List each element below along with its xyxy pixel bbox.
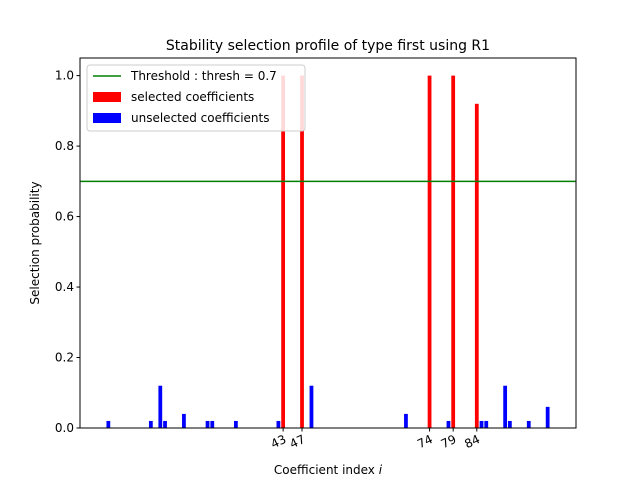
- bar-selected-79: [451, 75, 456, 428]
- bar-unselected-17: [158, 385, 163, 428]
- legend-label-selected: selected coefficients: [131, 90, 254, 104]
- legend-swatch-unselected: [93, 113, 121, 123]
- x-axis-label-text: Coefficient index: [274, 463, 375, 477]
- plot-frame: [79, 57, 577, 429]
- y-tick-label: 0.0: [55, 421, 74, 435]
- bar-unselected-28: [210, 420, 215, 428]
- chart-title: Stability selection profile of type firs…: [166, 38, 490, 54]
- bar-selected-84: [474, 103, 479, 429]
- legend: Threshold : thresh = 0.7 selected coeffic…: [86, 64, 306, 132]
- bar-unselected-42: [276, 420, 281, 428]
- legend-box: [86, 64, 306, 132]
- bar-unselected-95: [526, 420, 531, 428]
- bar-unselected-91: [507, 420, 512, 428]
- bar-unselected-15: [148, 420, 153, 428]
- bar-unselected-6: [106, 420, 111, 428]
- y-tick-label: 0.8: [55, 139, 74, 153]
- bar-selected-47: [300, 75, 304, 428]
- x-tick-label: 79: [439, 432, 459, 451]
- x-axis-label-var: i: [379, 463, 383, 477]
- x-tick-label: 43: [269, 432, 289, 451]
- bar-selected-74: [427, 75, 432, 428]
- bar-unselected-86: [484, 420, 489, 428]
- bar-unselected-22: [182, 413, 186, 428]
- legend-label-unselected: unselected coefficients: [131, 111, 269, 125]
- x-axis: 43 47 74 79 84: [269, 428, 482, 451]
- y-tick-label: 1.0: [55, 69, 74, 83]
- bar-unselected-99: [545, 406, 550, 428]
- bar-unselected-90: [503, 385, 508, 428]
- x-axis-label: Coefficient index i: [274, 463, 383, 477]
- bar-unselected-18: [163, 420, 167, 428]
- y-axis-label: Selection probability: [28, 181, 42, 304]
- legend-swatch-selected: [93, 92, 121, 102]
- bar-unselected-27: [205, 420, 210, 428]
- bars-layer: [106, 75, 550, 429]
- y-tick-label: 0.6: [55, 210, 74, 224]
- y-tick-label: 0.4: [55, 280, 74, 294]
- y-tick-label: 0.2: [55, 351, 74, 365]
- bar-unselected-33: [233, 420, 238, 428]
- bar-selected-43: [281, 75, 286, 428]
- bar-unselected-85: [479, 420, 484, 428]
- legend-threshold-label: Threshold : thresh = 0.7: [130, 69, 277, 83]
- bar-unselected-49: [309, 385, 314, 428]
- x-tick-label: 74: [415, 432, 435, 451]
- bar-unselected-69: [404, 413, 408, 428]
- x-tick-label: 84: [462, 432, 482, 451]
- bar-unselected-78: [446, 420, 451, 428]
- y-axis: 0.0 0.2 0.4 0.6 0.8 1.0: [55, 69, 80, 435]
- x-tick-label: 47: [288, 432, 308, 451]
